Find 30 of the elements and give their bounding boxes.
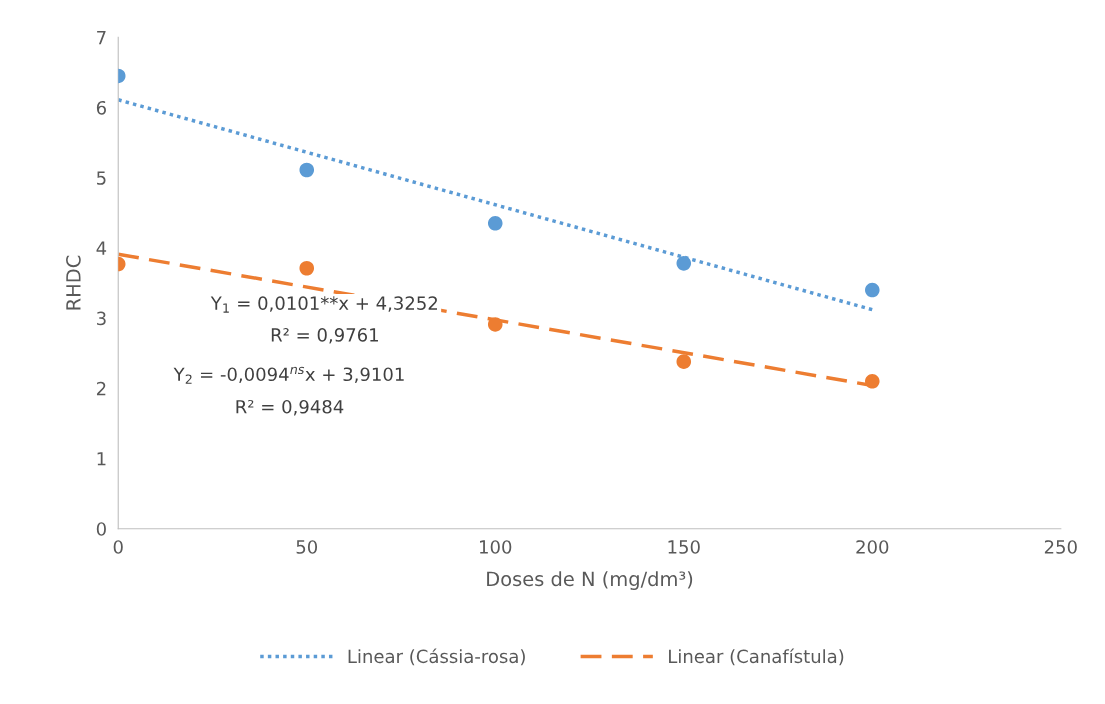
x-tick-label: 150 [668,540,700,554]
annotation: R² = 0,9484 [236,399,344,416]
annotation: R² = 0,9761 [271,328,378,344]
x-axis-title: Doses de N (mg/dm³) [487,571,693,590]
x-tick-label: 0 [113,540,123,554]
y-tick-label: 2 [96,381,106,396]
point [676,354,692,369]
x-tick-label: 250 [1044,540,1077,554]
point [865,374,880,389]
point [487,216,503,231]
y-tick-label: 4 [96,241,107,255]
x-tick-label: 50 [296,540,318,554]
legend-label: Linear (Cássia-rosa) [348,648,525,666]
legend-label: Linear (Canafístula) [669,648,844,666]
point [299,260,315,276]
y-axis-title: RHDC [66,255,81,310]
point [299,162,315,178]
y-tick-label: 1 [97,452,106,466]
point [487,317,503,332]
annotation: Y$_{2}$ = -0,0094$^{ns}$x + 3,9101 [173,366,404,384]
x-tick-label: 200 [856,540,889,554]
annotation: Y$_{1}$ = 0,0101**x + 4,3252 [210,296,437,313]
point [676,256,692,271]
y-tick-label: 0 [96,522,106,536]
y-tick-label: 6 [96,100,106,115]
x-tick-label: 100 [480,540,512,554]
y-tick-label: 5 [97,171,106,185]
point [865,282,880,298]
y-tick-label: 7 [97,31,106,45]
y-tick-label: 3 [97,311,106,326]
